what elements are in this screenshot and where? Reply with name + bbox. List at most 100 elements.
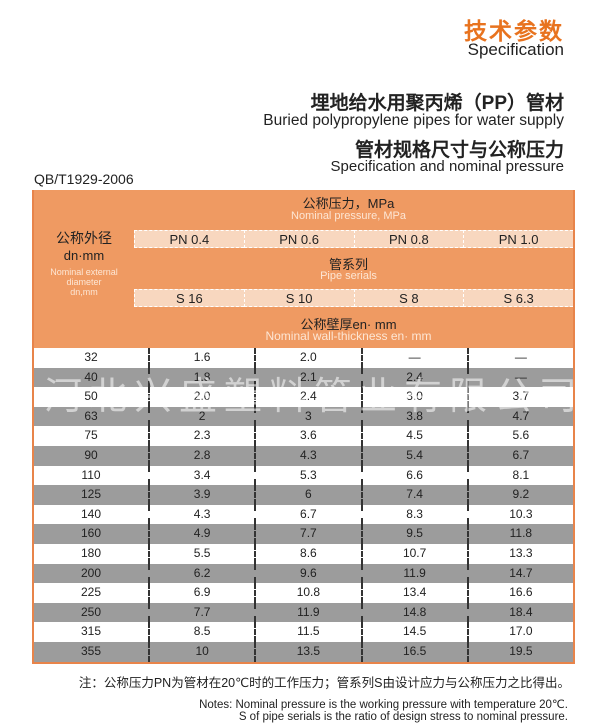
thickness-cell: 3 <box>254 406 360 427</box>
thickness-cell: 6 <box>254 485 360 505</box>
diameter-cell: 125 <box>80 487 102 502</box>
thickness-cell: 11.8 <box>466 524 573 544</box>
thickness-cell: 1.8 <box>148 367 254 388</box>
diameter-cell: 50 <box>84 389 98 404</box>
thickness-cell: 19.5 <box>466 641 573 662</box>
diameter-cell: 63 <box>84 408 98 423</box>
thickness-cell: 8.3 <box>360 504 467 525</box>
table-row: 32 1.6 2.0— — <box>34 348 573 368</box>
thickness-cell: 11.9 <box>360 563 467 584</box>
title-en: Specification <box>467 40 564 59</box>
pn-cell: PN 0.8 <box>353 230 464 248</box>
outer-en2: diameter <box>66 277 102 287</box>
pressure-en: Nominal pressure, MPa <box>291 210 406 222</box>
pn-cell: PN 0.4 <box>134 230 244 248</box>
thickness-cell: 7.7 <box>254 524 360 544</box>
thickness-cell: — <box>466 367 573 388</box>
diameter-cell: 110 <box>81 467 101 482</box>
thickness-cell: 3.7 <box>466 387 573 407</box>
table-row: 250 7.7 11.9 14.8 18.4 <box>34 602 573 623</box>
diameter-cell: 140 <box>80 506 102 521</box>
spec-table: 公称外径 dn·mm Nominal external diameter dn,… <box>32 190 575 664</box>
table-row: 90 2.8 4.3 5.4 6.7 <box>34 445 573 466</box>
product-en: Buried polypropylene pipes for water sup… <box>263 112 564 129</box>
thickness-cell: 7.7 <box>148 602 254 623</box>
thickness-cell: 5.4 <box>360 445 467 466</box>
outer-zh: 公称外径 <box>56 230 112 246</box>
note-en-2: S of pipe serials is the ratio of design… <box>238 711 568 723</box>
thickness-cell: 16.6 <box>466 583 573 603</box>
table-body: 32 1.6 2.0— —40 1.8 2.1 2.4—50 2.0 2.4 3.0 3.7 63 2 3… <box>34 348 573 662</box>
thickness-cell: 2.4 <box>254 387 360 407</box>
outer-en1: Nominal external <box>50 267 118 277</box>
diameter-cell: 75 <box>84 428 98 443</box>
thickness-cell: 3.8 <box>360 406 467 427</box>
thickness-cell: 6.6 <box>360 465 467 486</box>
table-row: 160 4.9 7.7 9.5 11.8 <box>34 524 573 544</box>
table-row: 315 8.5 11.5 14.5 17.0 <box>34 622 573 642</box>
thickness-cell: 13.4 <box>360 583 467 603</box>
thickness-cell: 18.4 <box>466 602 573 623</box>
thickness-cell: 14.8 <box>360 602 467 623</box>
table-row: 40 1.8 2.1 2.4— <box>34 367 573 388</box>
note-en-1: Notes: Nominal pressure is the working p… <box>199 699 568 711</box>
outer-unit: dn·mm <box>63 248 105 263</box>
thickness-cell: 9.5 <box>360 524 467 544</box>
thickness-cell: 8.1 <box>466 465 573 486</box>
pn-cell: PN 0.6 <box>243 230 354 248</box>
table-row: 180 5.5 8.6 10.7 13.3 <box>34 543 573 564</box>
section-zh: 管材规格尺寸与公称压力 <box>354 140 564 161</box>
thickness-cell: 2.4 <box>360 367 467 388</box>
thickness-cell: 5.6 <box>466 426 573 446</box>
table-row: 225 6.9 10.8 13.4 16.6 <box>34 583 573 603</box>
table-row: 110 3.4 5.3 6.6 8.1 <box>34 465 573 486</box>
thickness-cell: 2.8 <box>148 445 254 466</box>
thickness-cell: 3.9 <box>148 485 254 505</box>
thickness-cell: 4.7 <box>466 406 573 427</box>
thickness-cell: 7.4 <box>360 485 467 505</box>
table-row: 125 3.9 6 7.4 9.2 <box>34 485 573 505</box>
thickness-cell: 3.4 <box>148 465 254 486</box>
diameter-cell: 40 <box>84 369 98 384</box>
thickness-cell: 10.8 <box>254 583 360 603</box>
thickness-cell: — <box>360 348 467 368</box>
thickness-cell: 11.9 <box>254 602 360 623</box>
s-cell: S 6.3 <box>463 289 573 307</box>
table-header: 公称外径 dn·mm Nominal external diameter dn,… <box>34 190 573 348</box>
thickness-cell: 14.7 <box>466 563 573 584</box>
wall-zh: 公称壁厚en· mm <box>300 317 397 332</box>
thickness-cell: 10.7 <box>360 543 467 564</box>
thickness-cell: 11.5 <box>254 622 360 642</box>
thickness-cell: 2.0 <box>254 348 360 368</box>
thickness-cell: — <box>466 348 573 368</box>
wall-en: Nominal wall-thickness en· mm <box>265 329 432 343</box>
thickness-cell: 14.5 <box>360 622 467 642</box>
thickness-cell: 2.1 <box>254 367 360 388</box>
thickness-cell: 6.2 <box>148 563 254 584</box>
note-zh: 注：公称压力PN为管材在20℃时的工作压力；管系列S由设计应力与公称压力之比得出… <box>78 676 570 690</box>
thickness-cell: 8.6 <box>254 543 360 564</box>
thickness-cell: 17.0 <box>466 622 573 642</box>
thickness-cell: 9.2 <box>466 485 573 505</box>
thickness-cell: 16.5 <box>360 641 467 662</box>
thickness-cell: 5.3 <box>254 465 360 486</box>
s-cell: S 8 <box>353 289 464 307</box>
thickness-cell: 10 <box>148 641 254 662</box>
diameter-cell: 250 <box>80 604 102 619</box>
diameter-cell: 200 <box>80 565 102 580</box>
outer-diameter-header: 公称外径 dn·mm Nominal external diameter dn,… <box>34 228 134 297</box>
thickness-cell: 2.0 <box>148 387 254 407</box>
s-cell: S 16 <box>134 289 244 307</box>
pn-cell: PN 1.0 <box>463 230 573 248</box>
diameter-cell: 32 <box>84 350 98 364</box>
thickness-cell: 3.6 <box>254 426 360 446</box>
table-row: 63 2 3 3.8 4.7 <box>34 406 573 427</box>
thickness-cell: 4.3 <box>254 445 360 466</box>
diameter-cell: 315 <box>80 624 102 639</box>
s-cell: S 10 <box>243 289 354 307</box>
diameter-cell: 160 <box>80 526 102 541</box>
thickness-cell: 4.5 <box>360 426 467 446</box>
thickness-cell: 9.6 <box>254 563 360 584</box>
diameter-cell: 90 <box>84 447 98 462</box>
